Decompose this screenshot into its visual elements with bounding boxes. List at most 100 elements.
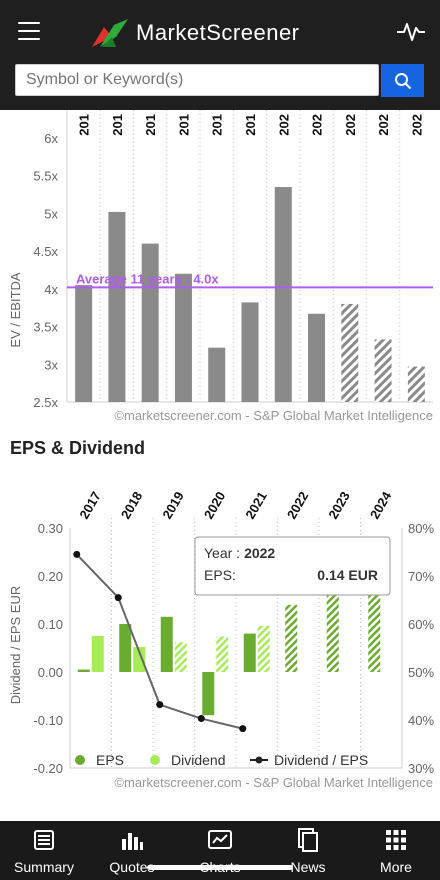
ev-chart-credit: ©marketscreener.com - S&P Global Market … (114, 408, 433, 423)
dividend-bar[interactable] (91, 636, 104, 672)
ev-bar[interactable] (141, 243, 159, 402)
dividend-bar[interactable] (174, 642, 187, 672)
brand-logo[interactable]: MarketScreener (92, 18, 300, 48)
summary-icon (34, 830, 54, 850)
ev-x-label: 202 (376, 114, 391, 136)
nav-quotes[interactable]: Quotes (88, 821, 176, 880)
home-indicator (147, 865, 293, 870)
nav-quotes-label: Quotes (109, 859, 155, 875)
ev-y-tick: 5x (44, 206, 58, 221)
ev-bar[interactable] (241, 302, 259, 402)
ev-x-label: 201 (210, 114, 225, 136)
legend-eps-swatch (75, 755, 85, 765)
legend-eps[interactable]: EPS (96, 752, 124, 768)
search-icon (394, 72, 411, 89)
ev-bar[interactable] (75, 285, 93, 402)
eps-bar[interactable] (202, 672, 215, 716)
svg-text:Year :2022: Year :2022 (204, 545, 275, 561)
dividend-bar[interactable] (257, 625, 270, 672)
menu-icon[interactable] (18, 22, 40, 40)
bottom-nav: Summary Quotes Charts News More (0, 821, 440, 880)
eps-y-tick-right: 80% (408, 521, 434, 536)
ev-y-tick: 6x (44, 131, 58, 146)
ev-x-label: 201 (77, 114, 92, 136)
search-input[interactable] (15, 64, 379, 96)
ratio-point[interactable] (73, 550, 81, 558)
eps-x-label: 2023 (325, 490, 352, 522)
nav-summary[interactable]: Summary (0, 821, 88, 880)
eps-y-tick-right: 40% (408, 713, 434, 728)
legend-ratio[interactable]: Dividend / EPS (274, 752, 368, 768)
eps-y-tick-left: 0.00 (38, 665, 63, 680)
eps-bar[interactable] (326, 585, 339, 672)
ratio-point[interactable] (197, 715, 205, 723)
eps-x-label: 2022 (284, 490, 311, 522)
ev-bar[interactable] (407, 366, 425, 402)
tooltip-metric-value: 0.14 EUR (317, 567, 378, 583)
nav-more-label: More (380, 859, 412, 875)
brand-name: MarketScreener (136, 20, 300, 45)
ratio-point[interactable] (156, 701, 164, 709)
ev-y-tick: 3.5x (33, 320, 58, 335)
tooltip-year-label: Year : (204, 545, 240, 561)
average-label: Average 11 years : 4.0x (76, 271, 219, 286)
ev-x-label: 201 (176, 114, 191, 136)
ev-ebitda-chart: 2.5x 3x 3.5x 4x 4.5x 5x 5.5x 6x EV / EBITDA 201… (8, 110, 433, 423)
nav-charts[interactable]: Charts (176, 821, 264, 880)
ev-x-label: 202 (343, 114, 358, 136)
eps-x-label: 2024 (367, 490, 395, 522)
legend-dividend[interactable]: Dividend (171, 752, 225, 768)
ev-bar[interactable] (374, 339, 392, 402)
ev-bar[interactable] (208, 347, 226, 402)
top-bar: MarketScreener (0, 0, 440, 110)
ev-bar[interactable] (174, 273, 192, 402)
search-button[interactable] (381, 64, 424, 97)
logo-mark-icon (92, 19, 128, 47)
eps-bar[interactable] (285, 604, 298, 672)
ratio-point[interactable] (239, 725, 247, 733)
ev-y-tick: 4.5x (33, 244, 58, 259)
news-icon (298, 828, 318, 852)
eps-dividend-chart: -0.20 -0.10 0.00 0.10 0.20 0.30 30% 40% 50% 60% 7… (8, 490, 434, 790)
ev-bar[interactable] (308, 313, 326, 402)
ev-y-tick: 2.5x (33, 395, 58, 410)
eps-y-tick-right: 60% (408, 617, 434, 632)
ev-x-label: 201 (110, 114, 125, 136)
eps-chart-credit: ©marketscreener.com - S&P Global Market … (114, 775, 433, 790)
ev-y-tick: 4x (44, 282, 58, 297)
eps-bar[interactable] (243, 633, 256, 672)
eps-x-label: 2019 (159, 490, 186, 522)
tooltip-metric-label: EPS: (204, 567, 236, 583)
ev-y-axis-label: EV / EBITDA (8, 272, 23, 347)
nav-news-label: News (290, 859, 326, 875)
ev-x-label: 201 (143, 114, 158, 136)
ev-x-label: 202 (310, 114, 325, 136)
nav-more[interactable]: More (352, 821, 440, 880)
dividend-bar[interactable] (133, 647, 146, 672)
section-title: EPS & Dividend (10, 438, 146, 458)
eps-y-tick-left: -0.20 (33, 761, 63, 776)
nav-summary-label: Summary (14, 859, 74, 875)
ev-bar[interactable] (341, 303, 359, 402)
bar-chart-icon (122, 833, 143, 850)
ev-bar[interactable] (274, 187, 292, 402)
nav-news[interactable]: News (264, 821, 352, 880)
tooltip: Year :2022 EPS: 0.14 EUR (194, 536, 391, 596)
eps-y-tick-left: 0.20 (38, 569, 63, 584)
eps-y-tick-right: 70% (408, 569, 434, 584)
dividend-bar[interactable] (216, 636, 229, 672)
ev-x-label: 202 (409, 114, 424, 136)
tooltip-year: 2022 (244, 545, 275, 561)
chart-legend: EPS Dividend Dividend / EPS (75, 752, 368, 768)
ratio-point[interactable] (114, 594, 122, 602)
eps-y-tick-right: 30% (408, 761, 434, 776)
ev-bar[interactable] (108, 211, 126, 402)
activity-icon[interactable] (396, 18, 426, 44)
eps-bar[interactable] (368, 590, 381, 672)
eps-x-label: 2021 (242, 490, 269, 522)
eps-bar[interactable] (77, 669, 90, 672)
grid-icon (386, 830, 406, 850)
eps-bar[interactable] (160, 616, 173, 672)
eps-y-tick-left: 0.30 (38, 521, 63, 536)
eps-bar[interactable] (119, 624, 132, 672)
